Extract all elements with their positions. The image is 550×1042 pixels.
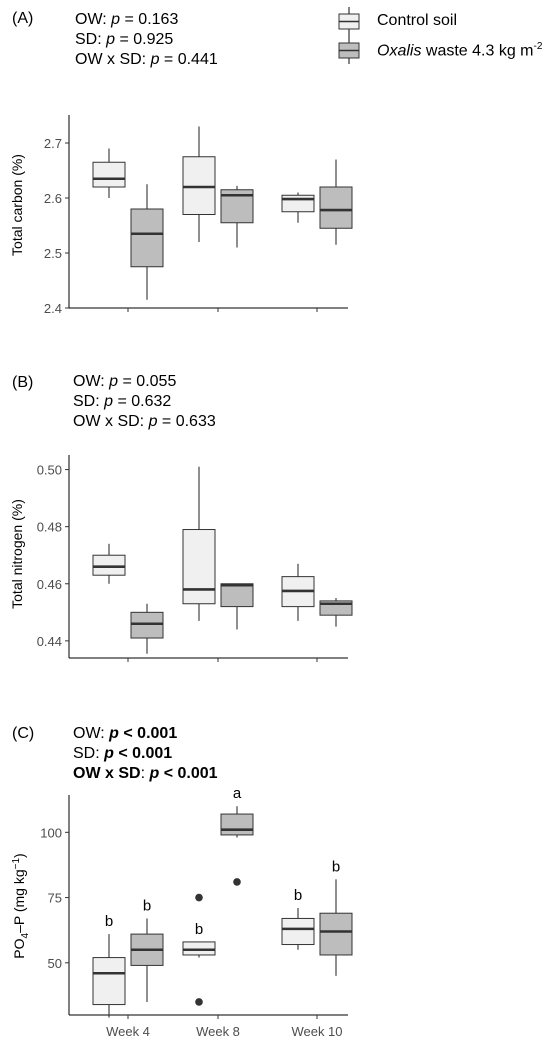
box-plot — [182, 466, 216, 621]
panel-c-label: (C) — [12, 725, 35, 742]
box-plot — [281, 563, 315, 621]
box-iqr — [92, 161, 126, 188]
chart-total-nitrogen: Total nitrogen (%) 0.44 0.46 0.48 0.50 — [9, 455, 353, 662]
y-axis-label: PO4–P (mg kg−1) — [11, 853, 31, 958]
stat-line: OW: p = 0.163 — [75, 11, 179, 28]
significance-letter: b — [294, 887, 302, 904]
box-plot: b — [130, 897, 164, 1002]
x-tick-label: Week 8 — [196, 1024, 240, 1039]
legend-label-control: Control soil — [377, 12, 458, 29]
y-tick-label: 2.5 — [44, 246, 62, 261]
y-tick-label: 2.4 — [44, 301, 62, 316]
y-tick-label: 2.7 — [44, 136, 62, 151]
significance-letter: b — [195, 921, 203, 938]
significance-letter: a — [233, 790, 242, 802]
box-plot: b — [182, 893, 216, 1006]
y-tick-label: 0.44 — [37, 634, 62, 649]
box-plot — [319, 598, 353, 627]
stat-line: SD: p = 0.925 — [75, 31, 174, 48]
significance-letter: b — [143, 897, 151, 914]
stat-line: OW x SD: p < 0.001 — [73, 765, 218, 782]
box-iqr — [319, 186, 353, 229]
box-plot: a — [220, 790, 254, 886]
chart-total-carbon: Total carbon (%) 2.4 2.5 2.6 2.7 — [9, 115, 353, 316]
stat-line: OW: p = 0.055 — [73, 373, 177, 390]
panel-a-stats: OW: p = 0.163 SD: p = 0.925 OW x SD: p =… — [75, 10, 218, 70]
box-iqr — [92, 554, 126, 576]
panel-a-label: (A) — [12, 10, 34, 27]
box-iqr — [92, 957, 126, 1006]
stat-line: SD: p = 0.632 — [73, 393, 172, 410]
box-plot — [220, 583, 254, 630]
y-tick-label: 50 — [48, 956, 62, 971]
box-plot: b — [92, 913, 126, 1018]
y-tick-label: 2.6 — [44, 191, 62, 206]
stat-line: OW x SD: p = 0.441 — [75, 51, 218, 68]
x-tick-label: Week 4 — [106, 1024, 150, 1039]
chart-po4-p: PO4–P (mg kg−1) 50 75 100 Week 4 Week 8 Week … — [11, 790, 353, 1039]
box-iqr — [281, 917, 315, 946]
y-axis-label: Total carbon (%) — [9, 154, 25, 256]
panel-b-stats: OW: p = 0.055 SD: p = 0.632 OW x SD: p =… — [73, 372, 216, 432]
box-plot — [182, 126, 216, 242]
box-plot — [130, 603, 164, 654]
box-plot — [130, 184, 164, 300]
box-iqr — [130, 611, 164, 639]
box-iqr — [130, 208, 164, 268]
outlier-point — [195, 893, 203, 902]
significance-letter: b — [105, 913, 113, 930]
box-iqr — [182, 941, 216, 956]
stat-line: OW: p < 0.001 — [73, 725, 178, 742]
box-plot — [92, 543, 126, 584]
y-tick-label: 0.48 — [37, 520, 62, 535]
y-tick-label: 75 — [48, 891, 62, 906]
y-axis-label: Total nitrogen (%) — [9, 499, 25, 609]
box-plot — [319, 159, 353, 245]
box-iqr — [182, 529, 216, 605]
outlier-point — [233, 878, 241, 886]
box-plot — [92, 148, 126, 198]
legend-label-oxalis: Oxalis waste 4.3 kg m-2 — [377, 41, 543, 60]
box-iqr — [220, 813, 254, 836]
y-tick-label: 0.46 — [37, 577, 62, 592]
box-iqr — [281, 194, 315, 213]
legend-swatches — [338, 7, 360, 64]
panel-b-label: (B) — [12, 374, 34, 391]
stat-line: SD: p < 0.001 — [73, 745, 173, 762]
stat-line: OW x SD: p = 0.633 — [73, 413, 216, 430]
box-iqr — [319, 912, 353, 956]
panel-c-stats: OW: p < 0.001 SD: p < 0.001 OW x SD: p <… — [73, 724, 218, 784]
box-plot — [220, 185, 254, 248]
box-iqr — [182, 156, 216, 215]
y-tick-label: 0.50 — [37, 463, 62, 478]
box-plot: b — [319, 858, 353, 976]
box-iqr — [220, 583, 254, 608]
x-tick-label: Week 10 — [291, 1024, 342, 1039]
significance-letter: b — [332, 858, 340, 875]
box-plot — [281, 192, 315, 223]
box-plot: b — [281, 887, 315, 950]
outlier-point — [195, 998, 203, 1006]
y-tick-label: 100 — [40, 825, 62, 840]
